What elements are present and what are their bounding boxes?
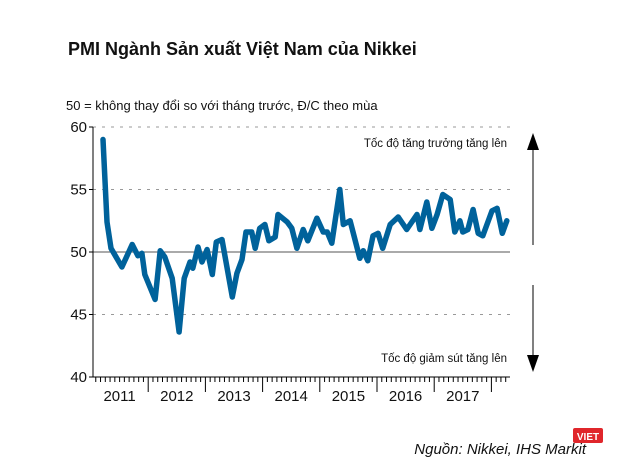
y-tick-label: 55 xyxy=(70,182,87,199)
viet-logo: VIET xyxy=(573,428,603,443)
y-tick-label: 45 xyxy=(70,307,87,324)
chart-title: PMI Ngành Sản xuất Việt Nam của Nikkei xyxy=(68,39,417,59)
x-tick-label: 2011 xyxy=(103,388,135,405)
pmi-series-line xyxy=(100,136,510,335)
x-tick-label: 2015 xyxy=(332,388,365,405)
x-tick-label: 2017 xyxy=(446,388,479,405)
chart-subtitle: 50 = không thay đổi so với tháng trước, … xyxy=(66,98,378,113)
x-tick-label: 2014 xyxy=(275,388,308,405)
down-arrow-icon xyxy=(527,285,539,372)
svg-text:VIET: VIET xyxy=(577,432,599,443)
x-tick-label: 2012 xyxy=(160,388,193,405)
x-tick-label: 2016 xyxy=(389,388,422,405)
up-arrow-icon xyxy=(527,133,539,245)
source-note: Nguồn: Nikkei, IHS Markit xyxy=(414,441,587,458)
y-tick-label: 50 xyxy=(70,244,87,261)
annotation-decline: Tốc độ giảm sút tăng lên xyxy=(381,353,507,365)
x-tick-label: 2013 xyxy=(217,388,250,405)
y-tick-label: 40 xyxy=(70,369,87,386)
annotation-growth: Tốc độ tăng trưởng tăng lên xyxy=(364,138,507,150)
y-tick-label: 60 xyxy=(70,119,87,136)
